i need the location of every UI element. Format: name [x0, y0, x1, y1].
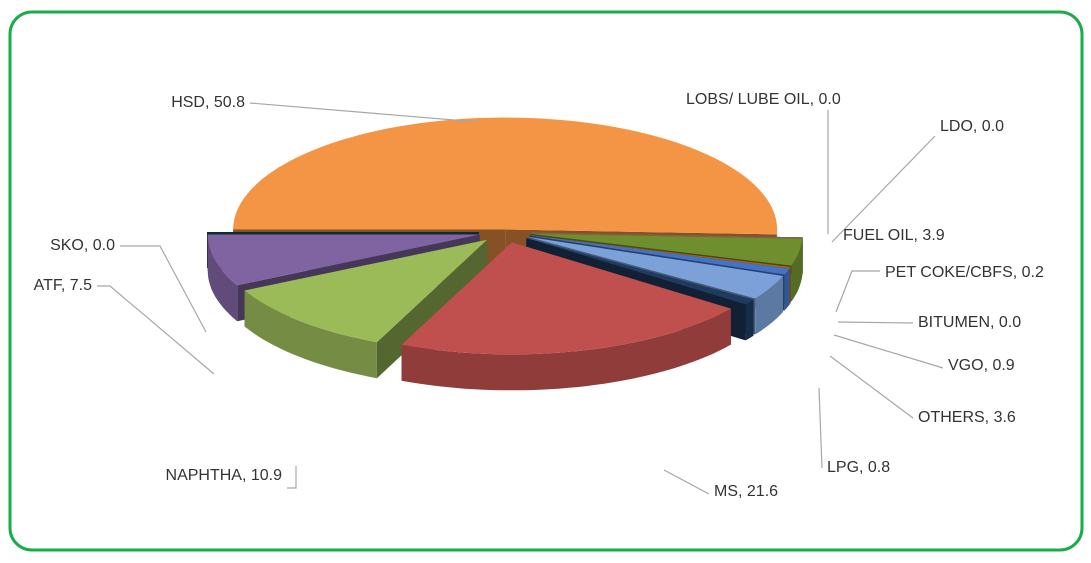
data-label: VGO, 0.9 — [948, 357, 1015, 374]
data-label: HSD, 50.8 — [171, 94, 245, 111]
data-label: MS, 21.6 — [714, 483, 778, 500]
pie — [207, 118, 803, 391]
data-label: NAPHTHA, 10.9 — [166, 467, 283, 484]
data-label: PET COKE/CBFS, 0.2 — [885, 264, 1044, 281]
data-label: FUEL OIL, 3.9 — [843, 227, 945, 244]
data-label: LDO, 0.0 — [940, 118, 1004, 135]
data-label: ATF, 7.5 — [34, 277, 92, 294]
data-label: OTHERS, 3.6 — [918, 409, 1016, 426]
slice-side — [746, 300, 754, 341]
data-label: LOBS/ LUBE OIL, 0.0 — [686, 91, 841, 108]
data-label: BITUMEN, 0.0 — [918, 314, 1021, 331]
data-label: SKO, 0.0 — [50, 237, 115, 254]
slice-side — [784, 269, 789, 311]
slice-side — [790, 267, 791, 304]
data-label: LPG, 0.8 — [827, 459, 890, 476]
